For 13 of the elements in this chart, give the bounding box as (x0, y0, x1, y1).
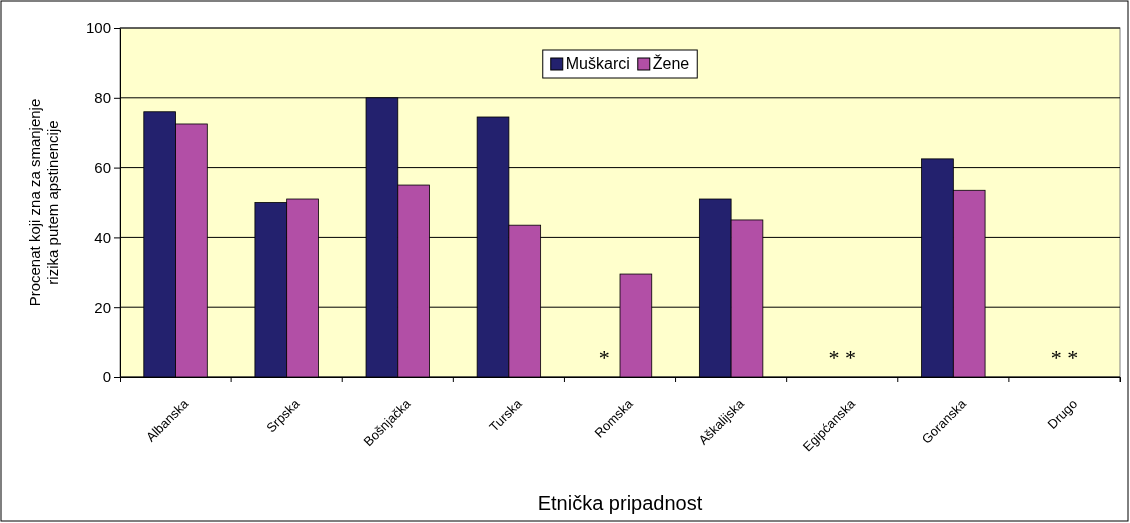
y-tick-label: 20 (94, 298, 111, 316)
annotation: * * (828, 345, 856, 370)
y-tick-label: 0 (102, 368, 111, 386)
y-axis-title: Procenat koji zna za smanjenje rizika putem apstinencije (26, 98, 61, 307)
y-tick-label: 60 (94, 158, 111, 176)
y-tick-label: 100 (85, 19, 111, 37)
y-tick-label: 40 (94, 228, 111, 246)
y-tick-label: 80 (94, 89, 111, 107)
legend-label: Muškarci (565, 55, 630, 72)
annotation: * * (1050, 345, 1079, 370)
legend-label: Žene (652, 54, 690, 72)
x-axis-title: Etnička pripadnost (537, 492, 703, 514)
annotation: * (598, 345, 610, 370)
